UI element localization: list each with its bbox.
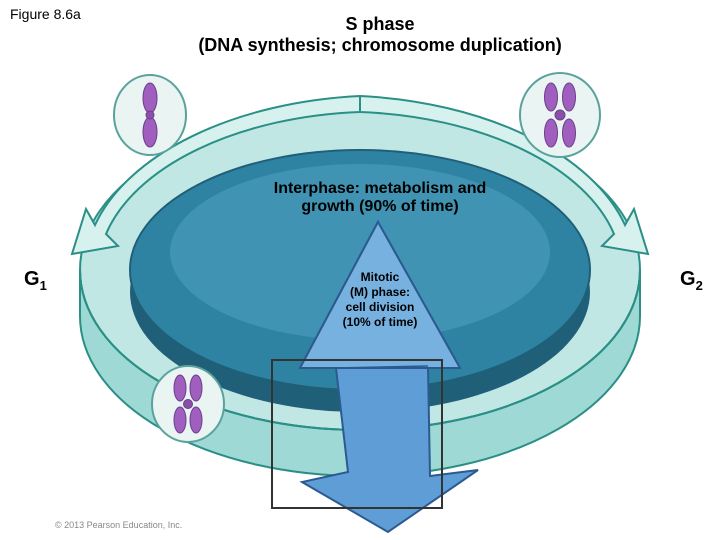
- mitotic-label: Mitotic (M) phase: cell division (10% of…: [300, 270, 460, 330]
- s-phase-title: S phase (DNA synthesis; chromosome dupli…: [180, 14, 580, 55]
- mitotic-l2: (M) phase:: [350, 285, 410, 299]
- interphase-line1: Interphase: metabolism and: [274, 180, 487, 197]
- g1-label: G1: [24, 268, 47, 294]
- mitotic-l1: Mitotic: [361, 270, 400, 284]
- s-phase-line2: (DNA synthesis; chromosome duplication): [198, 35, 561, 55]
- mitotic-l3: cell division: [346, 300, 415, 314]
- copyright: © 2013 Pearson Education, Inc.: [55, 520, 182, 530]
- interphase-label: Interphase: metabolism and growth (90% o…: [230, 180, 530, 217]
- figure-label: Figure 8.6a: [10, 6, 81, 22]
- chromosome-single: [114, 75, 186, 155]
- mitotic-l4: (10% of time): [343, 315, 418, 329]
- interphase-line2: growth (90% of time): [301, 198, 458, 215]
- g2-label: G2: [680, 268, 703, 294]
- chromosome-duplicated-top: [520, 73, 600, 157]
- chromosome-duplicated-bottom: [152, 366, 224, 442]
- s-phase-line1: S phase: [345, 14, 414, 34]
